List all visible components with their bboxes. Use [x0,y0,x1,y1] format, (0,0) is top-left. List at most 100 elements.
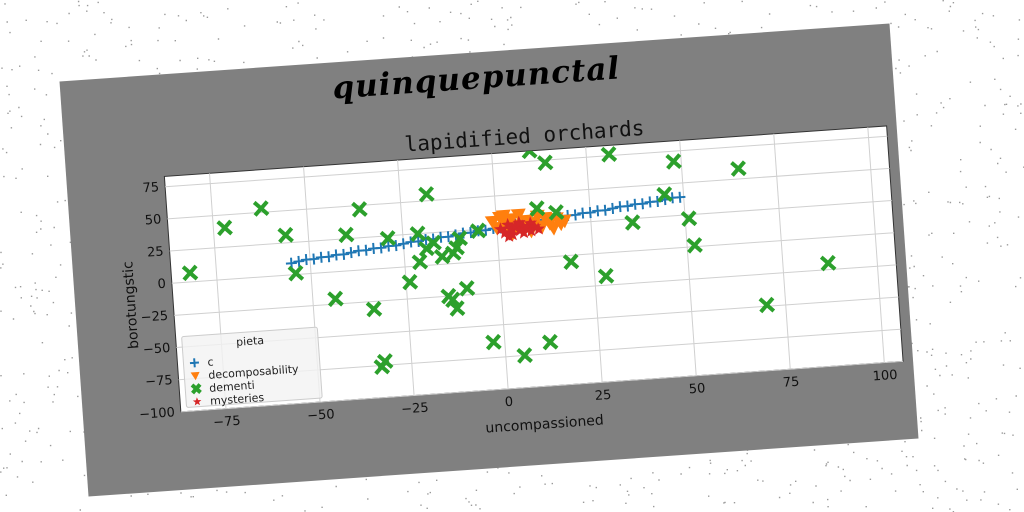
x-tick-label: 100 [872,368,898,385]
point-dementi [287,265,305,282]
x-tick-label: −25 [401,401,429,418]
point-c [442,231,454,243]
point-c [360,244,372,256]
legend-title: pieta [236,334,265,349]
point-c [584,207,596,219]
x-tick-label: 75 [782,375,800,391]
point-decomposability [495,209,511,224]
y-grid-line [165,135,888,188]
point-mysteries [524,223,538,237]
point-dementi [665,153,682,170]
legend-label: c [207,355,214,368]
x-axis-label: uncompassioned [485,412,604,436]
point-c [599,204,611,216]
point-dementi [365,300,383,318]
point-mysteries [516,225,531,239]
x-grid-line [867,127,885,363]
point-dementi [181,264,199,282]
point-dementi [841,106,855,120]
point-c [323,251,335,263]
point-dementi [624,214,641,231]
point-dementi [216,219,233,237]
y-tick-label: −75 [145,373,173,390]
legend-marker-mysteries [192,397,202,406]
point-dementi [536,154,554,171]
x-tick-label: −75 [213,414,241,431]
x-grid-line [491,153,509,390]
x-grid-line [585,146,603,383]
point-dementi [469,222,487,240]
point-dementi [351,201,368,218]
point-c [285,257,297,269]
legend-label: dementi [209,379,255,395]
point-dementi [379,230,397,247]
point-dementi [597,267,615,285]
point-c [308,253,320,265]
point-mysteries [501,229,516,243]
data-points [181,106,855,376]
point-dementi [433,248,451,265]
point-dementi [337,226,355,244]
point-dementi [458,280,476,297]
point-c [390,240,402,252]
y-grid-line [180,360,904,413]
point-c [412,235,424,247]
point-dementi [758,296,776,314]
y-grid-line [174,264,897,316]
legend-marker-c [189,358,200,368]
point-dementi [252,200,270,217]
legend-label: decomposability [208,363,300,382]
point-mysteries [512,215,526,229]
legend-box [181,326,323,408]
tick-labels: −75 −50 −25 0 25 50 75 100 −100 −75 −50 −25 0 25 50 75 [139,180,898,431]
point-c [569,209,581,221]
point-dementi [425,234,442,252]
x-tick-label: 25 [594,388,612,404]
point-dementi [277,226,294,244]
point-dementi [485,333,502,351]
point-dementi [444,291,461,309]
point-c [293,255,305,267]
legend-marker-dementi [190,383,202,395]
point-dementi [409,225,427,242]
point-c [397,238,410,250]
point-dementi [686,237,703,254]
y-grid-line [167,167,890,220]
point-mysteries [531,222,546,236]
y-tick-label: 50 [144,212,162,228]
point-dementi [376,353,394,370]
x-grid-line [679,140,697,376]
scatter-chart: −75 −50 −25 0 25 50 75 100−100−75−50−250255075 … [120,106,904,437]
point-dementi [562,253,580,271]
y-tick-label: −25 [140,309,168,326]
point-dementi [541,333,559,351]
x-tick-label: −50 [307,407,335,424]
x-grid-line [773,133,791,370]
point-c [637,198,649,210]
point-dementi [418,186,435,203]
x-tick-label: 0 [504,395,513,411]
y-tick-label: −100 [139,405,176,422]
point-dementi [448,300,466,317]
point-dementi [819,254,837,272]
point-dementi [528,200,546,217]
point-dementi [448,239,465,257]
point-dementi [401,273,419,291]
point-dementi [516,347,533,364]
point-dementi [680,210,698,227]
x-tick-label: 50 [688,381,706,397]
point-dementi [656,186,673,203]
point-c [480,224,492,236]
y-tick-label: −50 [143,341,171,358]
point-dementi [411,253,429,271]
point-c [338,248,350,260]
point-dementi [547,204,565,221]
y-tick-label: 0 [157,277,166,293]
point-c [345,247,357,259]
figure-card: quinquepunctal −75 −50 −25 0 25 50 75 100 −100 −7… [59,23,919,497]
point-c [674,191,686,203]
point-dementi [600,146,618,163]
y-axis-label: borotungstic [120,261,142,350]
y-tick-label: 75 [142,180,160,196]
